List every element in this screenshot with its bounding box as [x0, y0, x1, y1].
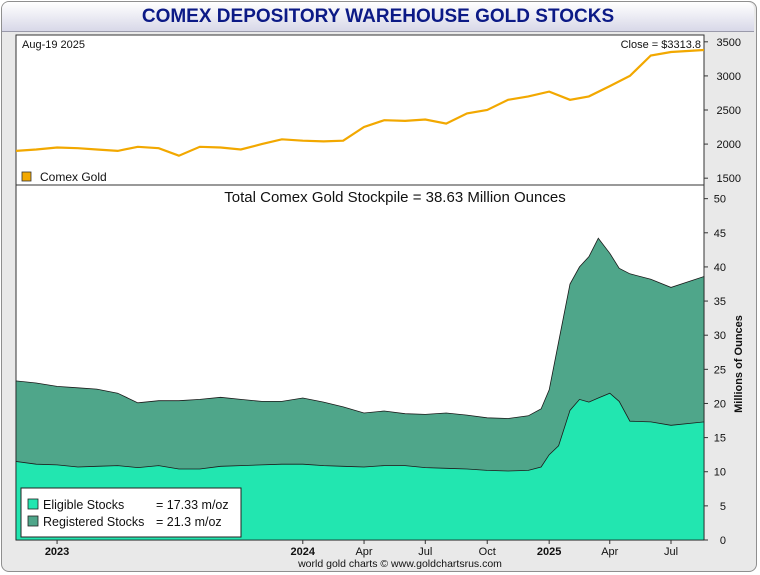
- footer-credit: world gold charts © www.goldchartsrus.co…: [297, 558, 502, 570]
- stocks-legend-box: [20, 487, 242, 538]
- stocks-y-tick-label: 35: [714, 296, 726, 308]
- eligible-legend-value: = 17.33 m/oz: [156, 498, 229, 512]
- chart-title: COMEX DEPOSITORY WAREHOUSE GOLD STOCKS: [2, 2, 754, 32]
- stockpile-title: Total Comex Gold Stockpile = 38.63 Milli…: [224, 189, 565, 206]
- gold-price-line: [15, 48, 705, 157]
- stocks-y-tick-label: 30: [714, 330, 726, 342]
- x-tick-label: Apr: [601, 546, 618, 558]
- comex-gold-legend-swatch: [21, 171, 32, 182]
- stocks-y-tick-label: 10: [714, 467, 726, 479]
- registered-legend-label: Registered Stocks: [43, 515, 144, 529]
- registered-legend-swatch: [27, 515, 39, 527]
- price-close-label: Close = $3313.8: [621, 39, 701, 51]
- price-y-ticks: 1500 2000 2500 3000 3500: [704, 37, 741, 185]
- stocks-y-tick-label: 20: [714, 398, 726, 410]
- eligible-legend-label: Eligible Stocks: [43, 498, 124, 512]
- x-tick-label: 2025: [537, 546, 561, 558]
- price-y-tick-label: 2500: [717, 105, 741, 117]
- price-y-tick-label: 3500: [717, 37, 741, 49]
- stocks-y-tick-label: 25: [714, 364, 726, 376]
- price-y-tick-label: 1500: [717, 173, 741, 185]
- price-date-label: Aug-19 2025: [22, 39, 85, 51]
- registered-legend-value: = 21.3 m/oz: [156, 515, 222, 529]
- x-tick-label: Oct: [479, 546, 496, 558]
- stocks-y-tick-label: 40: [714, 262, 726, 274]
- comex-gold-legend-label: Comex Gold: [40, 170, 107, 184]
- x-tick-label: 2024: [291, 546, 316, 558]
- stocks-y-ticks: 0 5 10 15 20 25 30 35 40 45 50: [704, 194, 726, 547]
- stocks-y-tick-label: 0: [720, 535, 726, 547]
- stocks-y-tick-label: 5: [720, 501, 726, 513]
- x-tick-label: Jul: [418, 546, 432, 558]
- eligible-legend-swatch: [27, 498, 39, 510]
- stocks-y-tick-label: 15: [714, 433, 726, 445]
- y-axis-label: Millions of Ounces: [733, 315, 745, 413]
- x-axis-ticks: 2023 2024 Apr Jul Oct 2025 Apr Jul: [45, 540, 678, 558]
- x-tick-label: Apr: [355, 546, 372, 558]
- price-y-tick-label: 3000: [717, 71, 741, 83]
- price-y-tick-label: 2000: [717, 139, 741, 151]
- x-tick-label: Jul: [664, 546, 678, 558]
- x-tick-label: 2023: [45, 546, 69, 558]
- registered-stocks-area: [15, 237, 705, 541]
- stocks-y-tick-label: 50: [714, 194, 726, 206]
- price-panel: [15, 34, 705, 186]
- stocks-y-tick-label: 45: [714, 228, 726, 240]
